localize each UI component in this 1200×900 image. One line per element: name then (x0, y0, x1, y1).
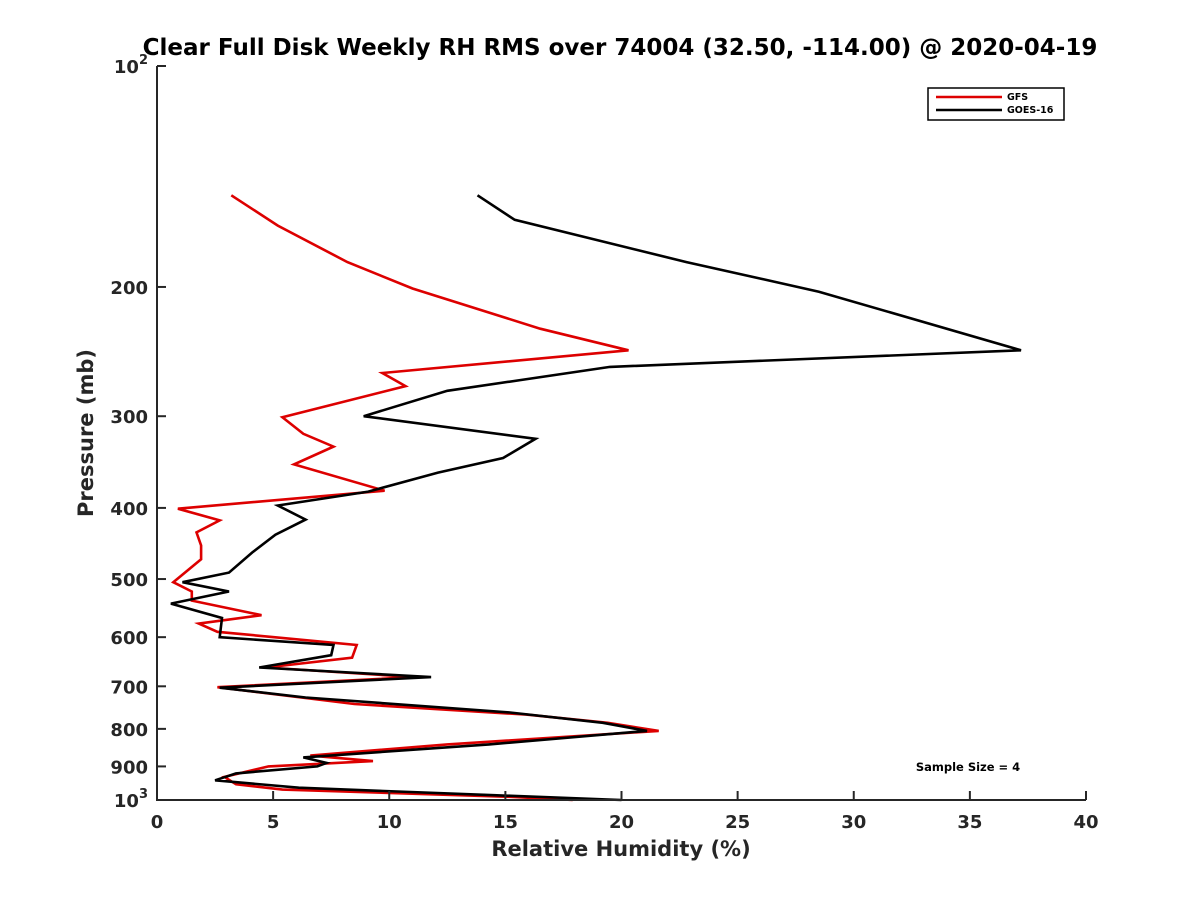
y-tick-label: 300 (110, 407, 148, 428)
y-tick-label: 500 (110, 570, 148, 591)
y-tick-label: 103 (114, 787, 148, 812)
x-tick-label: 20 (609, 812, 634, 833)
series-line-gfs (170, 194, 659, 802)
y-tick-label: 600 (110, 628, 148, 649)
x-tick-label: 5 (267, 812, 280, 833)
x-tick-label: 15 (493, 812, 518, 833)
x-tick-label: 40 (1073, 812, 1098, 833)
x-tick-label: 25 (725, 812, 750, 833)
x-tick-label: 10 (377, 812, 402, 833)
chart-title: Clear Full Disk Weekly RH RMS over 74004… (143, 35, 1098, 61)
x-ticks: 0 5 10 15 20 25 30 35 40 (151, 791, 1099, 833)
legend-box (927, 87, 1065, 121)
y-tick-label: 102 (114, 53, 148, 78)
y-tick-label: 800 (110, 720, 148, 741)
x-tick-label: 0 (151, 812, 164, 833)
y-axis-label: Pressure (mb) (74, 349, 98, 517)
series-line-goes16 (170, 194, 1022, 802)
y-tick-label: 400 (110, 499, 148, 520)
plot-lines (170, 194, 1022, 802)
y-ticks: 102 200 300 400 500 600 700 800 900 103 (110, 53, 166, 812)
sample-size-annotation: Sample Size = 4 (916, 760, 1020, 774)
y-tick-label: 700 (110, 677, 148, 698)
y-tick-label: 200 (110, 278, 148, 299)
x-axis-label: Relative Humidity (%) (491, 837, 750, 861)
legend-label-gfs: GFS (1007, 92, 1028, 103)
y-tick-label: 900 (110, 757, 148, 778)
legend-label-goes16: GOES-16 (1007, 105, 1054, 116)
legend: GFS GOES-16 (927, 87, 1065, 121)
x-tick-label: 35 (957, 812, 982, 833)
axes (156, 66, 1086, 801)
x-tick-label: 30 (841, 812, 866, 833)
